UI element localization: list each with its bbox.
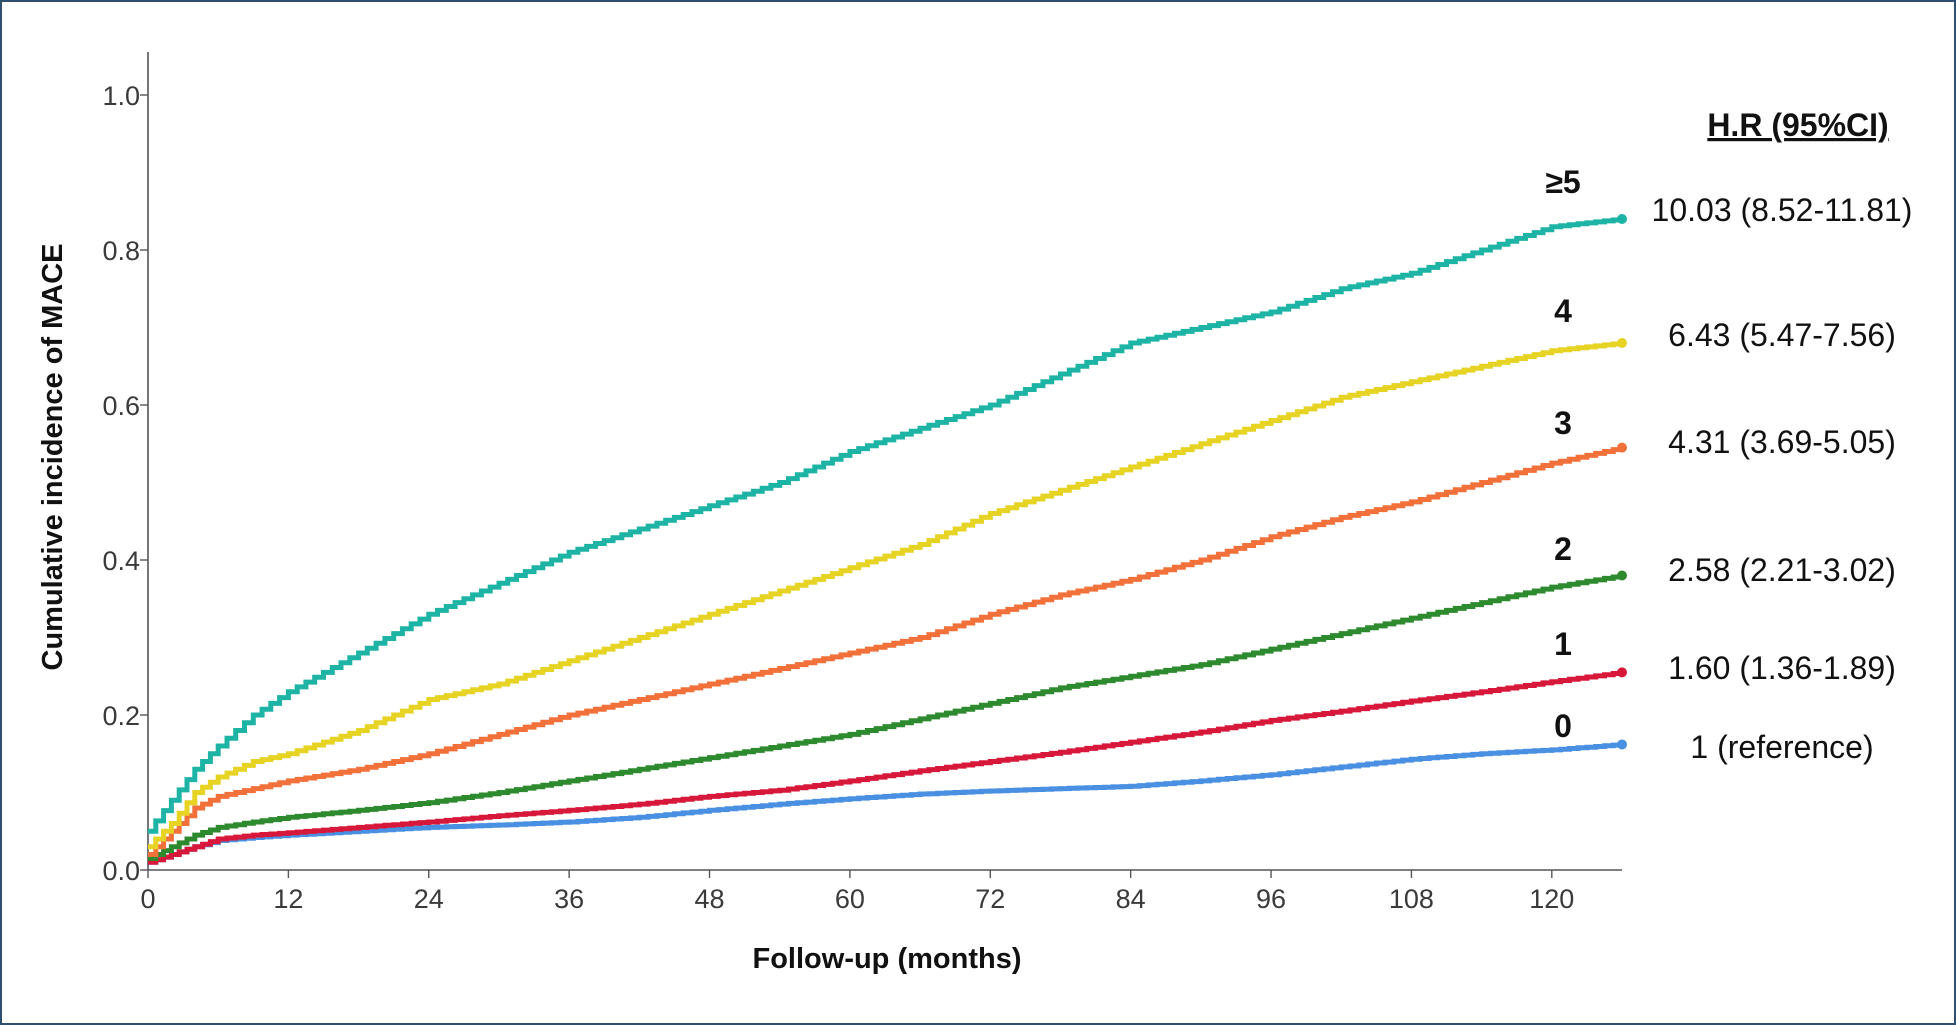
- y-tick-label: 0.6: [102, 391, 140, 421]
- group-label: 2: [1554, 531, 1572, 567]
- y-tick-label: 0.4: [102, 546, 140, 576]
- series-line-2: [148, 574, 1625, 861]
- x-tick-label: 24: [414, 884, 444, 914]
- hazard-ratio-label: 4.31 (3.69-5.05): [1668, 424, 1896, 460]
- series-end-point: [1617, 214, 1627, 224]
- x-tick-label: 120: [1529, 884, 1574, 914]
- series-line-3: [148, 447, 1625, 857]
- y-tick-label: 0.2: [102, 701, 140, 731]
- hazard-ratio-label: 2.58 (2.21-3.02): [1668, 552, 1896, 588]
- series-end-point: [1617, 338, 1627, 348]
- group-label: ≥5: [1545, 164, 1580, 200]
- group-label: 3: [1554, 405, 1572, 441]
- series-lines: [148, 214, 1627, 865]
- hazard-ratio-label: 1 (reference): [1690, 729, 1873, 765]
- x-tick-label: 108: [1389, 884, 1434, 914]
- hazard-ratio-label: 1.60 (1.36-1.89): [1668, 650, 1896, 686]
- group-label: 1: [1554, 626, 1572, 662]
- series-end-point: [1617, 442, 1627, 453]
- x-tick-label: 48: [695, 884, 725, 914]
- series-line-1: [148, 671, 1625, 865]
- x-tick-label: 0: [140, 884, 155, 914]
- labels: ≥5 10.03 (8.52-11.81) 4 6.43 (5.47-7.56) 3 4.…: [1545, 164, 1912, 765]
- hazard-ratio-label: 6.43 (5.47-7.56): [1668, 317, 1896, 353]
- x-axis-title: Follow-up (months): [753, 943, 1022, 975]
- y-tick-label: 0.0: [102, 856, 140, 886]
- series-end-point: [1617, 739, 1627, 750]
- x-tick-label: 72: [975, 884, 1005, 914]
- x-tick-label: 84: [1116, 884, 1146, 914]
- x-tick-label: 96: [1256, 884, 1286, 914]
- series-line-0: [148, 742, 1625, 865]
- y-axis-title: Cumulative incidence of MACE: [37, 243, 69, 670]
- hazard-ratio-label: 10.03 (8.52-11.81): [1652, 192, 1913, 228]
- series-end-point: [1617, 667, 1627, 678]
- series-line-4: [148, 341, 1625, 850]
- x-tick-label: 12: [273, 884, 303, 914]
- y-tick-label: 0.8: [102, 236, 140, 266]
- x-tick-label: 36: [554, 884, 584, 914]
- axes: 0 12 24 36 48 60 72 84 96 108 1200.00.20.40.60.81.…: [102, 52, 1622, 914]
- group-label: 0: [1554, 708, 1572, 744]
- hr-column-title: H.R (95%CI): [1707, 107, 1888, 143]
- y-tick-label: 1.0: [102, 81, 140, 111]
- series-end-point: [1617, 570, 1627, 581]
- series-line-ge5: [148, 217, 1625, 834]
- group-label: 4: [1554, 293, 1572, 329]
- x-tick-label: 60: [835, 884, 865, 914]
